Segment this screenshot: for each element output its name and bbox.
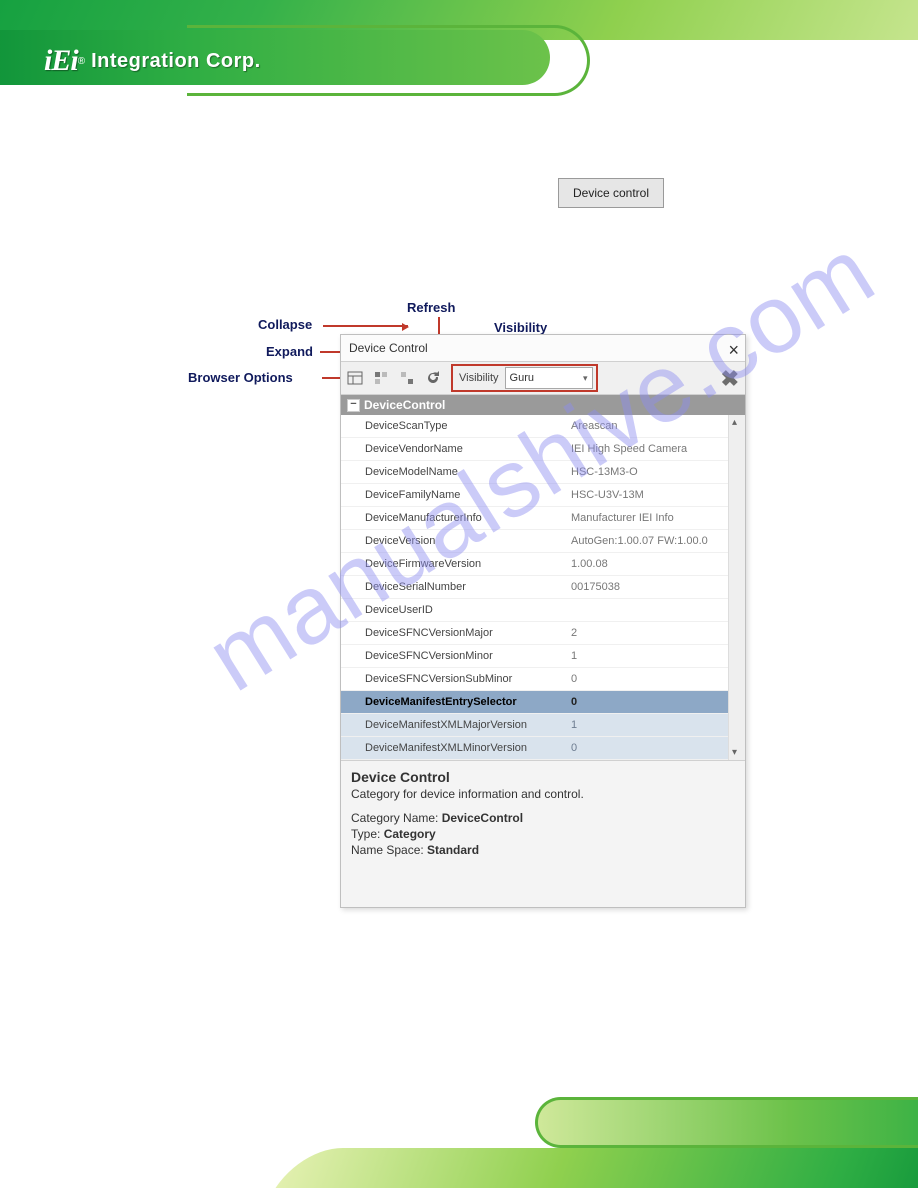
registered-icon: ® [78, 56, 85, 67]
property-name: DeviceSerialNumber [341, 581, 565, 593]
category-header-label: DeviceControl [364, 398, 445, 412]
property-value: HSC-U3V-13M [565, 489, 745, 501]
table-row[interactable]: DeviceFirmwareVersion1.00.08 [341, 553, 745, 576]
table-row[interactable]: DeviceSFNCVersionSubMinor0 [341, 668, 745, 691]
scrollbar[interactable]: ▴ ▾ [728, 415, 745, 760]
window-title: Device Control [349, 341, 428, 355]
property-name: DeviceModelName [341, 466, 565, 478]
arrow-collapse [323, 325, 408, 327]
expand-icon[interactable] [371, 368, 391, 388]
table-row[interactable]: DeviceVendorNameIEI High Speed Camera [341, 438, 745, 461]
property-name: DeviceScanType [341, 420, 565, 432]
visibility-label: Visibility [453, 372, 505, 384]
table-row[interactable]: DeviceSFNCVersionMajor2 [341, 622, 745, 645]
property-name: DeviceSFNCVersionMajor [341, 627, 565, 639]
footer-band-1 [268, 1148, 918, 1188]
scroll-down-icon[interactable]: ▾ [732, 747, 737, 758]
table-row[interactable]: DeviceUserID [341, 599, 745, 622]
property-name: DeviceManifestXMLMinorVersion [341, 742, 565, 754]
property-name: DeviceVendorName [341, 443, 565, 455]
info-panel: Device Control Category for device infor… [341, 760, 745, 907]
property-value: 1 [565, 650, 745, 662]
close-icon[interactable]: × [728, 337, 739, 363]
property-name: DeviceFirmwareVersion [341, 558, 565, 570]
category-header[interactable]: − DeviceControl [341, 395, 745, 415]
property-name: DeviceUserID [341, 604, 565, 616]
table-row[interactable]: DeviceVersionAutoGen:1.00.07 FW:1.00.0 [341, 530, 745, 553]
property-name: DeviceManifestXMLMajorVersion [341, 719, 565, 731]
info-heading: Device Control [351, 769, 735, 785]
property-value: Manufacturer IEI Info [565, 512, 745, 524]
info-description: Category for device information and cont… [351, 787, 735, 801]
table-row[interactable]: DeviceManifestXMLMinorVersion0 [341, 737, 745, 760]
property-value: 0 [565, 673, 745, 685]
collapse-category-icon[interactable]: − [347, 399, 360, 412]
window-titlebar: Device Control × [341, 335, 745, 361]
info-category-label: Category Name: [351, 811, 438, 825]
logo-mark: iEi [44, 44, 78, 78]
refresh-icon[interactable] [423, 368, 443, 388]
property-name: DeviceVersion [341, 535, 565, 547]
table-row[interactable]: DeviceScanTypeAreascan [341, 415, 745, 438]
info-type-value: Category [384, 827, 436, 841]
callout-refresh: Refresh [407, 300, 455, 315]
property-name: DeviceFamilyName [341, 489, 565, 501]
property-grid: ▴ ▾ DeviceScanTypeAreascanDeviceVendorNa… [341, 415, 745, 760]
property-value: AutoGen:1.00.07 FW:1.00.0 [565, 535, 745, 547]
toolbar: Visibility Guru ▾ ✖ [341, 361, 745, 395]
scroll-up-icon[interactable]: ▴ [732, 417, 737, 428]
info-type-label: Type: [351, 827, 380, 841]
property-value: 1 [565, 719, 745, 731]
info-namespace-value: Standard [427, 843, 479, 857]
table-row[interactable]: DeviceFamilyNameHSC-U3V-13M [341, 484, 745, 507]
property-value: Areascan [565, 420, 745, 432]
callout-browser-options: Browser Options [188, 370, 293, 385]
table-row[interactable]: DeviceSFNCVersionMinor1 [341, 645, 745, 668]
callout-collapse: Collapse [258, 317, 312, 332]
footer-band-2 [535, 1097, 918, 1148]
brand-logo: iEi ® Integration Corp. [44, 44, 261, 78]
property-value: 0 [565, 742, 745, 754]
property-name: DeviceManifestEntrySelector [341, 696, 565, 708]
table-row[interactable]: DeviceModelNameHSC-13M3-O [341, 461, 745, 484]
table-row[interactable]: DeviceManufacturerInfoManufacturer IEI I… [341, 507, 745, 530]
chevron-down-icon: ▾ [583, 373, 588, 384]
visibility-group: Visibility Guru ▾ [451, 364, 598, 392]
pushpin-icon[interactable]: ✖ [721, 366, 739, 392]
browser-options-icon[interactable] [345, 368, 365, 388]
property-value: 2 [565, 627, 745, 639]
property-value: 1.00.08 [565, 558, 745, 570]
property-name: DeviceSFNCVersionMinor [341, 650, 565, 662]
info-category-value: DeviceControl [442, 811, 523, 825]
property-value: IEI High Speed Camera [565, 443, 745, 455]
table-row[interactable]: DeviceManifestXMLMajorVersion1 [341, 714, 745, 737]
callout-visibility: Visibility [494, 320, 547, 335]
visibility-value: Guru [510, 372, 534, 384]
logo-text: Integration Corp. [91, 50, 261, 73]
device-control-window: Device Control × Visibility Guru ▾ ✖ − D… [340, 334, 746, 908]
table-row[interactable]: DeviceSerialNumber00175038 [341, 576, 745, 599]
property-value: 00175038 [565, 581, 745, 593]
property-name: DeviceManufacturerInfo [341, 512, 565, 524]
table-row[interactable]: DeviceManifestEntrySelector0 [341, 691, 745, 714]
collapse-icon[interactable] [397, 368, 417, 388]
info-namespace-label: Name Space: [351, 843, 424, 857]
property-value: 0 [565, 696, 745, 708]
property-value: HSC-13M3-O [565, 466, 745, 478]
visibility-select[interactable]: Guru ▾ [505, 367, 593, 389]
property-name: DeviceSFNCVersionSubMinor [341, 673, 565, 685]
device-control-button[interactable]: Device control [558, 178, 664, 208]
page-footer-band [0, 1078, 918, 1188]
callout-expand: Expand [266, 344, 313, 359]
